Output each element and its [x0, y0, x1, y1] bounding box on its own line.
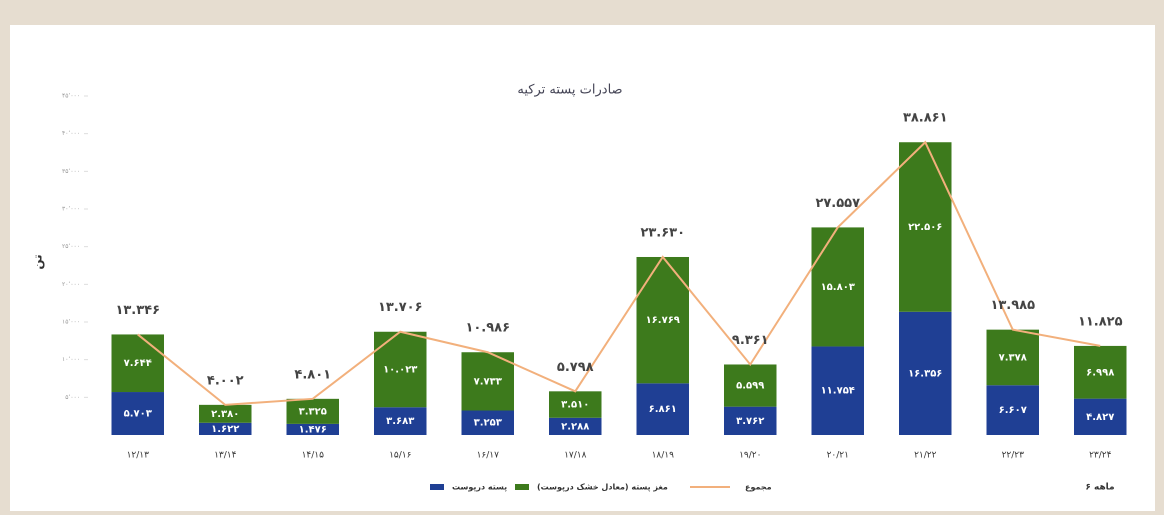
value-label: ۱۱.۷۵۴	[821, 386, 855, 397]
annotation: ۶ ماهه	[1085, 483, 1114, 493]
value-label: ۲.۳۸۰	[211, 409, 239, 420]
total-label: ۹.۳۶۱	[732, 333, 769, 348]
total-label: ۲۳.۶۳۰	[640, 225, 685, 240]
x-tick-label: ۱۶/۱۷	[477, 451, 500, 461]
chart: صادرات پسته ترکیه تن ۶ ماهه ۵٬۰۰۰ ۱۰٬۰۰۰ ۱…	[0, 0, 1164, 515]
legend-label: پسته درپوست	[452, 483, 507, 492]
value-label: ۶.۹۹۸	[1086, 367, 1114, 378]
total-label: ۱۰.۹۸۶	[465, 321, 510, 336]
value-label: ۶.۸۶۱	[649, 404, 677, 415]
value-label: ۱۶.۳۵۶	[908, 368, 942, 379]
chart-title: صادرات پسته ترکیه	[517, 83, 622, 98]
value-label: ۳.۵۱۰	[561, 400, 589, 411]
y-tick-label: ۳۵٬۰۰۰	[62, 168, 80, 175]
value-label: ۶.۶۰۷	[999, 405, 1027, 416]
value-label: ۱۰.۰۲۳	[383, 365, 417, 376]
x-tick-label: ۲۱/۲۲	[914, 451, 937, 461]
total-label: ۱۱.۸۲۵	[1078, 314, 1123, 329]
y-tick-label: ۲۵٬۰۰۰	[62, 243, 80, 250]
value-label: ۳.۶۸۳	[386, 416, 414, 427]
x-tick-label: ۲۲/۲۳	[1002, 451, 1025, 461]
total-label: ۳۸.۸۶۱	[903, 111, 948, 126]
legend-label: مجموع	[745, 483, 772, 492]
value-label: ۵.۵۹۹	[736, 381, 764, 392]
y-tick-label: ۴۵٬۰۰۰	[62, 93, 80, 100]
value-label: ۷.۳۷۸	[999, 352, 1027, 363]
total-label: ۱۳.۹۸۵	[990, 298, 1035, 313]
y-tick-label: ۳۰٬۰۰۰	[62, 206, 80, 213]
x-tick-label: ۱۴/۱۵	[302, 451, 325, 461]
value-label: ۳.۲۵۳	[474, 418, 502, 429]
value-label: ۴.۸۲۷	[1086, 412, 1114, 423]
value-label: ۲.۲۸۸	[561, 421, 589, 432]
value-label: ۵.۷۰۳	[124, 409, 152, 420]
x-tick-label: ۲۳/۲۴	[1089, 451, 1112, 461]
value-label: ۳.۳۲۵	[299, 406, 327, 417]
value-label: ۳.۷۶۲	[736, 416, 764, 427]
value-label: ۷.۶۴۴	[124, 358, 152, 369]
x-tick-label: ۱۳/۱۴	[214, 451, 237, 461]
total-label: ۴.۸۰۱	[294, 367, 331, 382]
total-label: ۵.۷۹۸	[557, 360, 594, 375]
total-label: ۱۳.۳۴۶	[115, 303, 160, 318]
value-label: ۱.۴۷۶	[299, 424, 327, 435]
total-label: ۱۳.۷۰۶	[378, 300, 423, 315]
legend-marker	[430, 484, 444, 490]
total-label: ۴.۰۰۲	[207, 373, 244, 388]
value-label: ۱.۶۲۲	[211, 424, 239, 435]
value-label: ۲۲.۵۰۶	[908, 222, 942, 233]
x-tick-label: ۱۸/۱۹	[652, 451, 675, 461]
x-tick-label: ۱۲/۱۳	[127, 451, 150, 461]
value-label: ۱۶.۷۶۹	[646, 315, 680, 326]
legend-label: مغز پسته (معادل خشک درپوست)	[537, 483, 668, 492]
x-tick-label: ۱۵/۱۶	[389, 451, 412, 461]
value-label: ۱۵.۸۰۳	[821, 282, 855, 293]
x-tick-label: ۱۹/۲۰	[739, 451, 761, 461]
y-tick-label: ۱۵٬۰۰۰	[62, 319, 80, 326]
y-tick-label: ۴۰٬۰۰۰	[62, 130, 80, 137]
x-tick-label: ۲۰/۲۱	[827, 451, 849, 461]
total-label: ۲۷.۵۵۷	[815, 196, 860, 211]
legend-marker	[515, 484, 529, 490]
y-axis-label: تن	[31, 254, 45, 269]
x-tick-label: ۱۷/۱۸	[564, 451, 587, 461]
y-tick-label: ۵٬۰۰۰	[65, 394, 80, 401]
y-tick-label: ۱۰٬۰۰۰	[62, 356, 80, 363]
y-tick-label: ۲۰٬۰۰۰	[62, 281, 80, 288]
value-label: ۷.۷۳۳	[474, 376, 502, 387]
